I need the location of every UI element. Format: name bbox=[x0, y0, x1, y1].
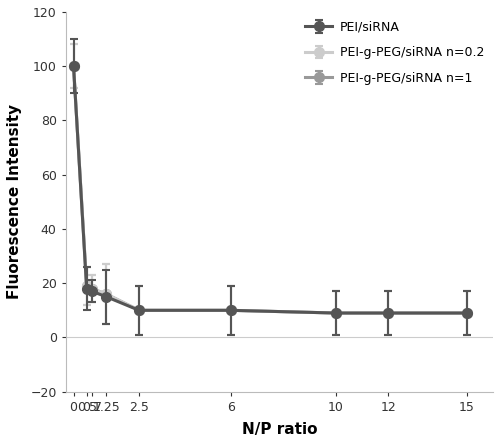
Y-axis label: Fluorescence Intensity: Fluorescence Intensity bbox=[7, 104, 22, 299]
X-axis label: N/P ratio: N/P ratio bbox=[242, 422, 317, 437]
Legend: PEI/siRNA, PEI-g-PEG/siRNA n=0.2, PEI-g-PEG/siRNA n=1: PEI/siRNA, PEI-g-PEG/siRNA n=0.2, PEI-g-… bbox=[300, 16, 490, 90]
